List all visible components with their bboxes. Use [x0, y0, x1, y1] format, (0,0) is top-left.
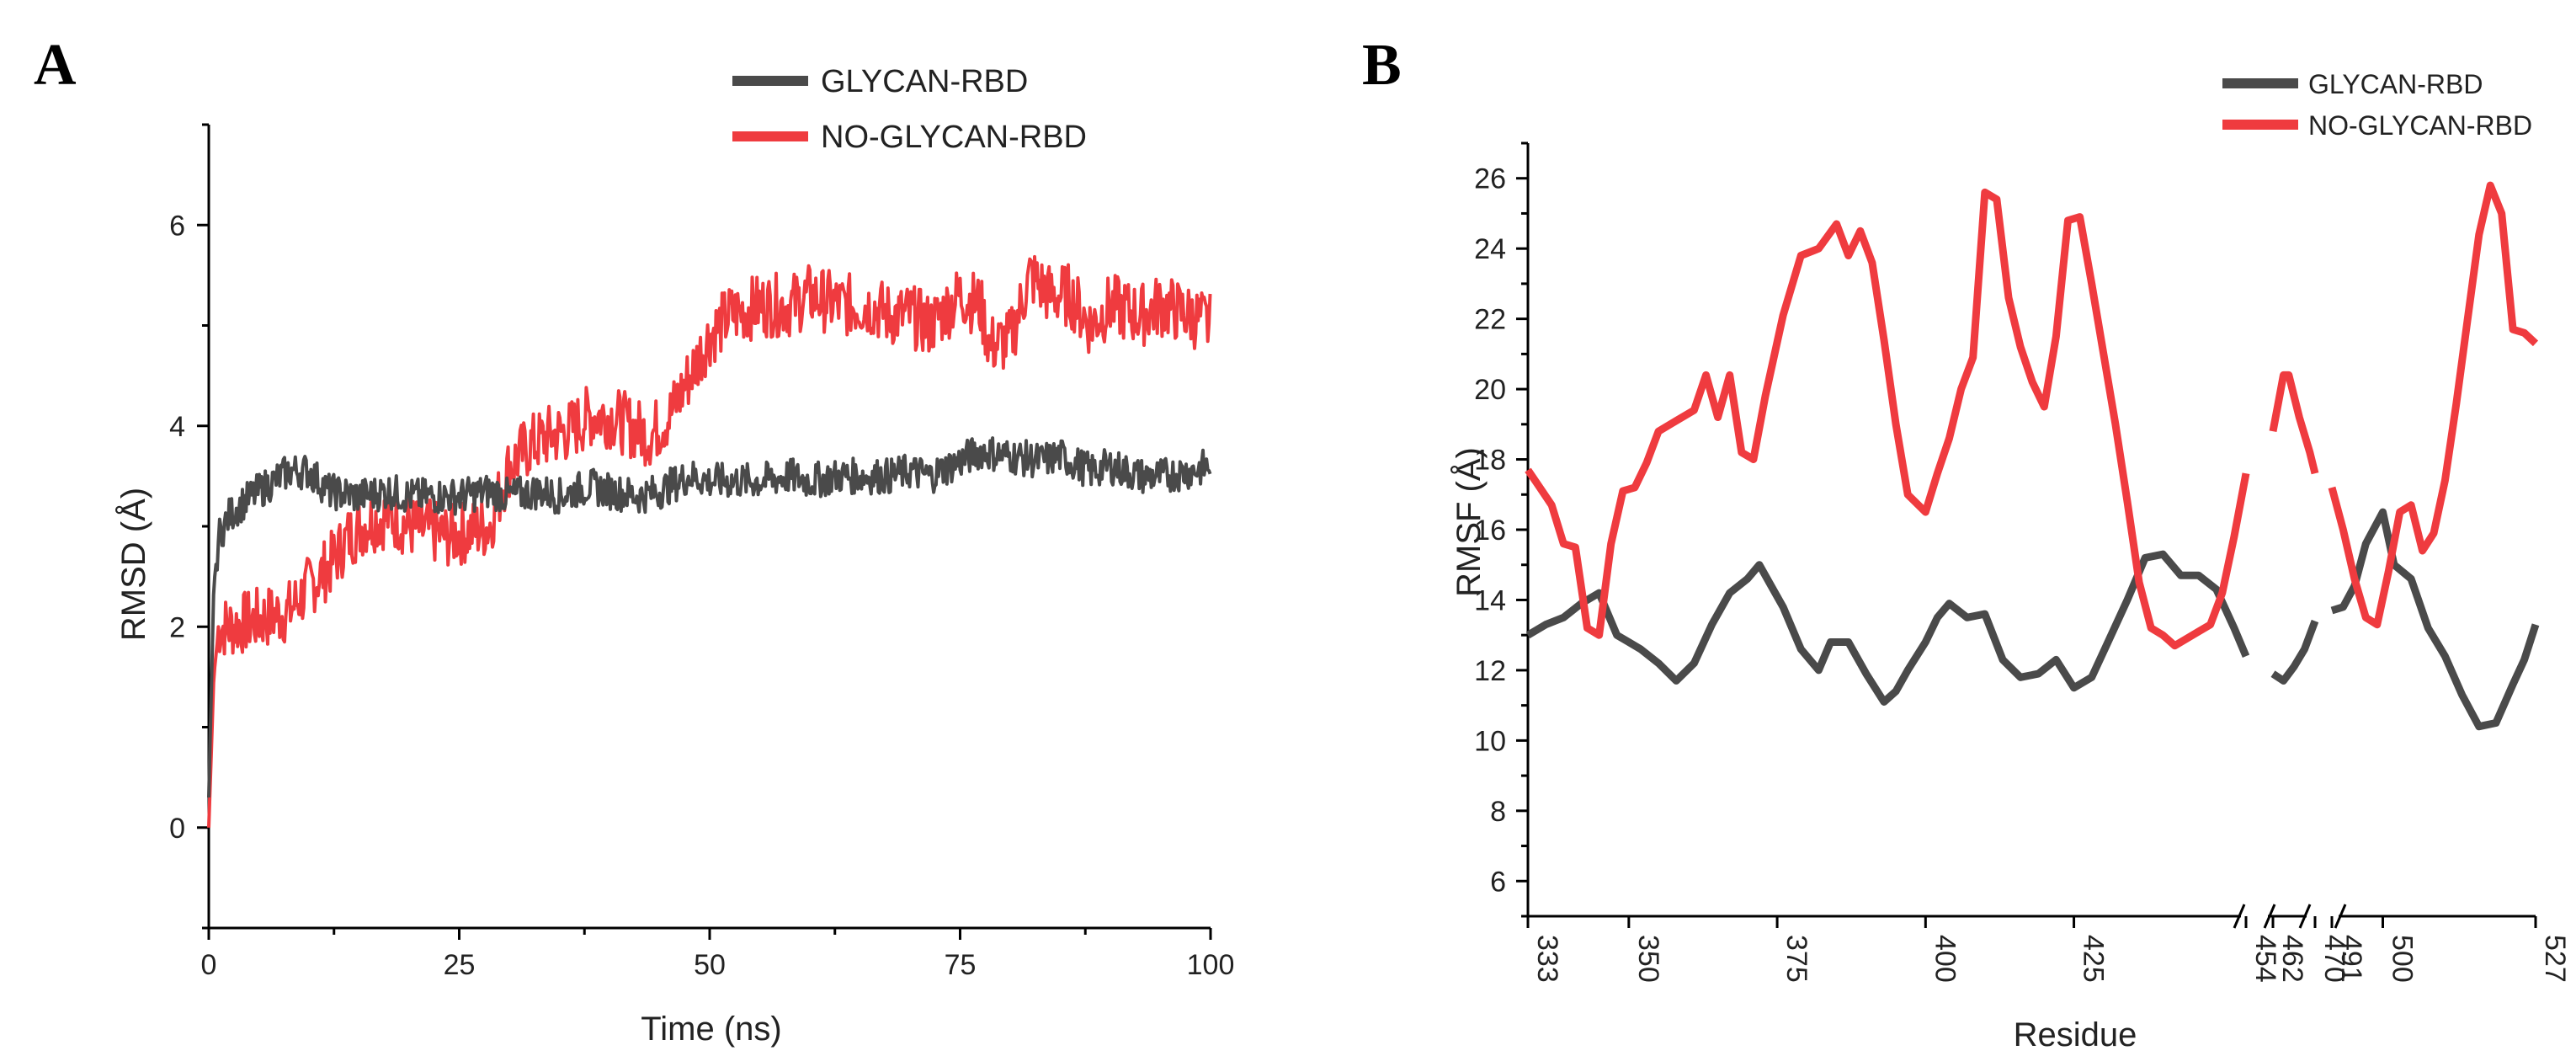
rmsf-axis-break — [2334, 904, 2347, 929]
rmsd-y-axis-title: RMSD (Å) — [114, 488, 152, 641]
rmsf-series-no-glycan — [2328, 181, 2539, 629]
rmsf-x-tick-label: 454 — [2249, 935, 2281, 983]
panel-a-letter: A — [34, 33, 77, 98]
rmsf-x-tick-label: 333 — [1531, 935, 1563, 983]
rmsd-x-tick-label: 0 — [201, 949, 217, 981]
rmsf-axis-break — [2298, 904, 2312, 929]
rmsf-series-glycan — [2270, 619, 2319, 685]
rmsd-series-glycan — [207, 436, 1212, 798]
rmsf-x-tick-label: 470 — [2318, 935, 2350, 983]
rmsf-x-tick-label: 500 — [2387, 935, 2419, 983]
rmsf-x-axis-title: Residue — [2014, 1016, 2137, 1053]
rmsd-y-tick-label: 6 — [169, 210, 185, 242]
rmsf-y-tick-label: 12 — [1474, 655, 1506, 687]
rmsf-y-tick-label: 8 — [1490, 796, 1506, 828]
rmsd-x-tick-label: 25 — [444, 949, 476, 981]
rmsf-series-glycan — [2330, 508, 2540, 731]
rmsf-y-tick-label: 16 — [1474, 515, 1506, 547]
rmsd-y-tick-label: 2 — [169, 611, 185, 643]
rmsf-x-tick-label: 491 — [2335, 935, 2367, 983]
rmsf-axis-break — [2233, 904, 2246, 929]
rmsf-x-tick-label: 375 — [1780, 935, 1812, 983]
rmsf-axis-break — [2263, 904, 2276, 929]
legend-label-no-glycan: NO-GLYCAN-RBD — [821, 120, 1087, 155]
rmsd-series-no-glycan — [207, 254, 1212, 828]
rmsf-x-tick-label: 527 — [2539, 935, 2571, 983]
rmsf-series-no-glycan — [2269, 371, 2319, 475]
rmsf-series-no-glycan — [1525, 188, 2250, 650]
rmsd-series-group — [207, 254, 1212, 828]
rmsd-x-tick-label: 75 — [945, 949, 977, 981]
legend-label-glycan: GLYCAN-RBD — [821, 64, 1028, 99]
rmsd-legend: GLYCAN-RBD NO-GLYCAN-RBD — [732, 64, 1087, 155]
rmsd-x-tick-label: 50 — [694, 949, 726, 981]
legend-label-glycan: GLYCAN-RBD — [2308, 69, 2483, 99]
rmsf-y-tick-label: 22 — [1474, 304, 1506, 336]
rmsf-series-group — [1525, 181, 2540, 731]
rmsf-y-tick-label: 20 — [1474, 374, 1506, 406]
rmsf-y-tick-label: 24 — [1474, 233, 1506, 265]
rmsd-x-axis-title: Time (ns) — [641, 1011, 781, 1048]
rmsd-x-tick-label: 100 — [1187, 949, 1235, 981]
rmsf-y-tick-label: 10 — [1474, 725, 1506, 757]
rmsd-axes: 0 25 50 75 100 0 2 4 6 — [169, 123, 1235, 981]
rmsf-x-tick-label: 400 — [1929, 935, 1961, 983]
rmsf-y-tick-label: 14 — [1474, 584, 1506, 616]
rmsd-y-tick-label: 4 — [169, 411, 185, 443]
rmsf-y-axis-title: RMSF (Å) — [1450, 447, 1488, 597]
rmsf-x-tick-label: 462 — [2276, 935, 2308, 983]
rmsf-x-tick-label: 350 — [1632, 935, 1664, 983]
rmsf-y-tick-label: 6 — [1490, 866, 1506, 898]
rmsd-y-tick-label: 0 — [169, 813, 185, 845]
rmsf-series-glycan — [1525, 550, 2250, 706]
panel-b-letter: B — [1362, 33, 1402, 98]
legend-label-no-glycan: NO-GLYCAN-RBD — [2308, 110, 2532, 141]
rmsf-y-tick-label: 26 — [1474, 163, 1506, 195]
rmsf-x-tick-label: 425 — [2078, 935, 2110, 983]
rmsf-legend: GLYCAN-RBD NO-GLYCAN-RBD — [2222, 69, 2532, 141]
rmsf-y-tick-label: 18 — [1474, 445, 1506, 477]
